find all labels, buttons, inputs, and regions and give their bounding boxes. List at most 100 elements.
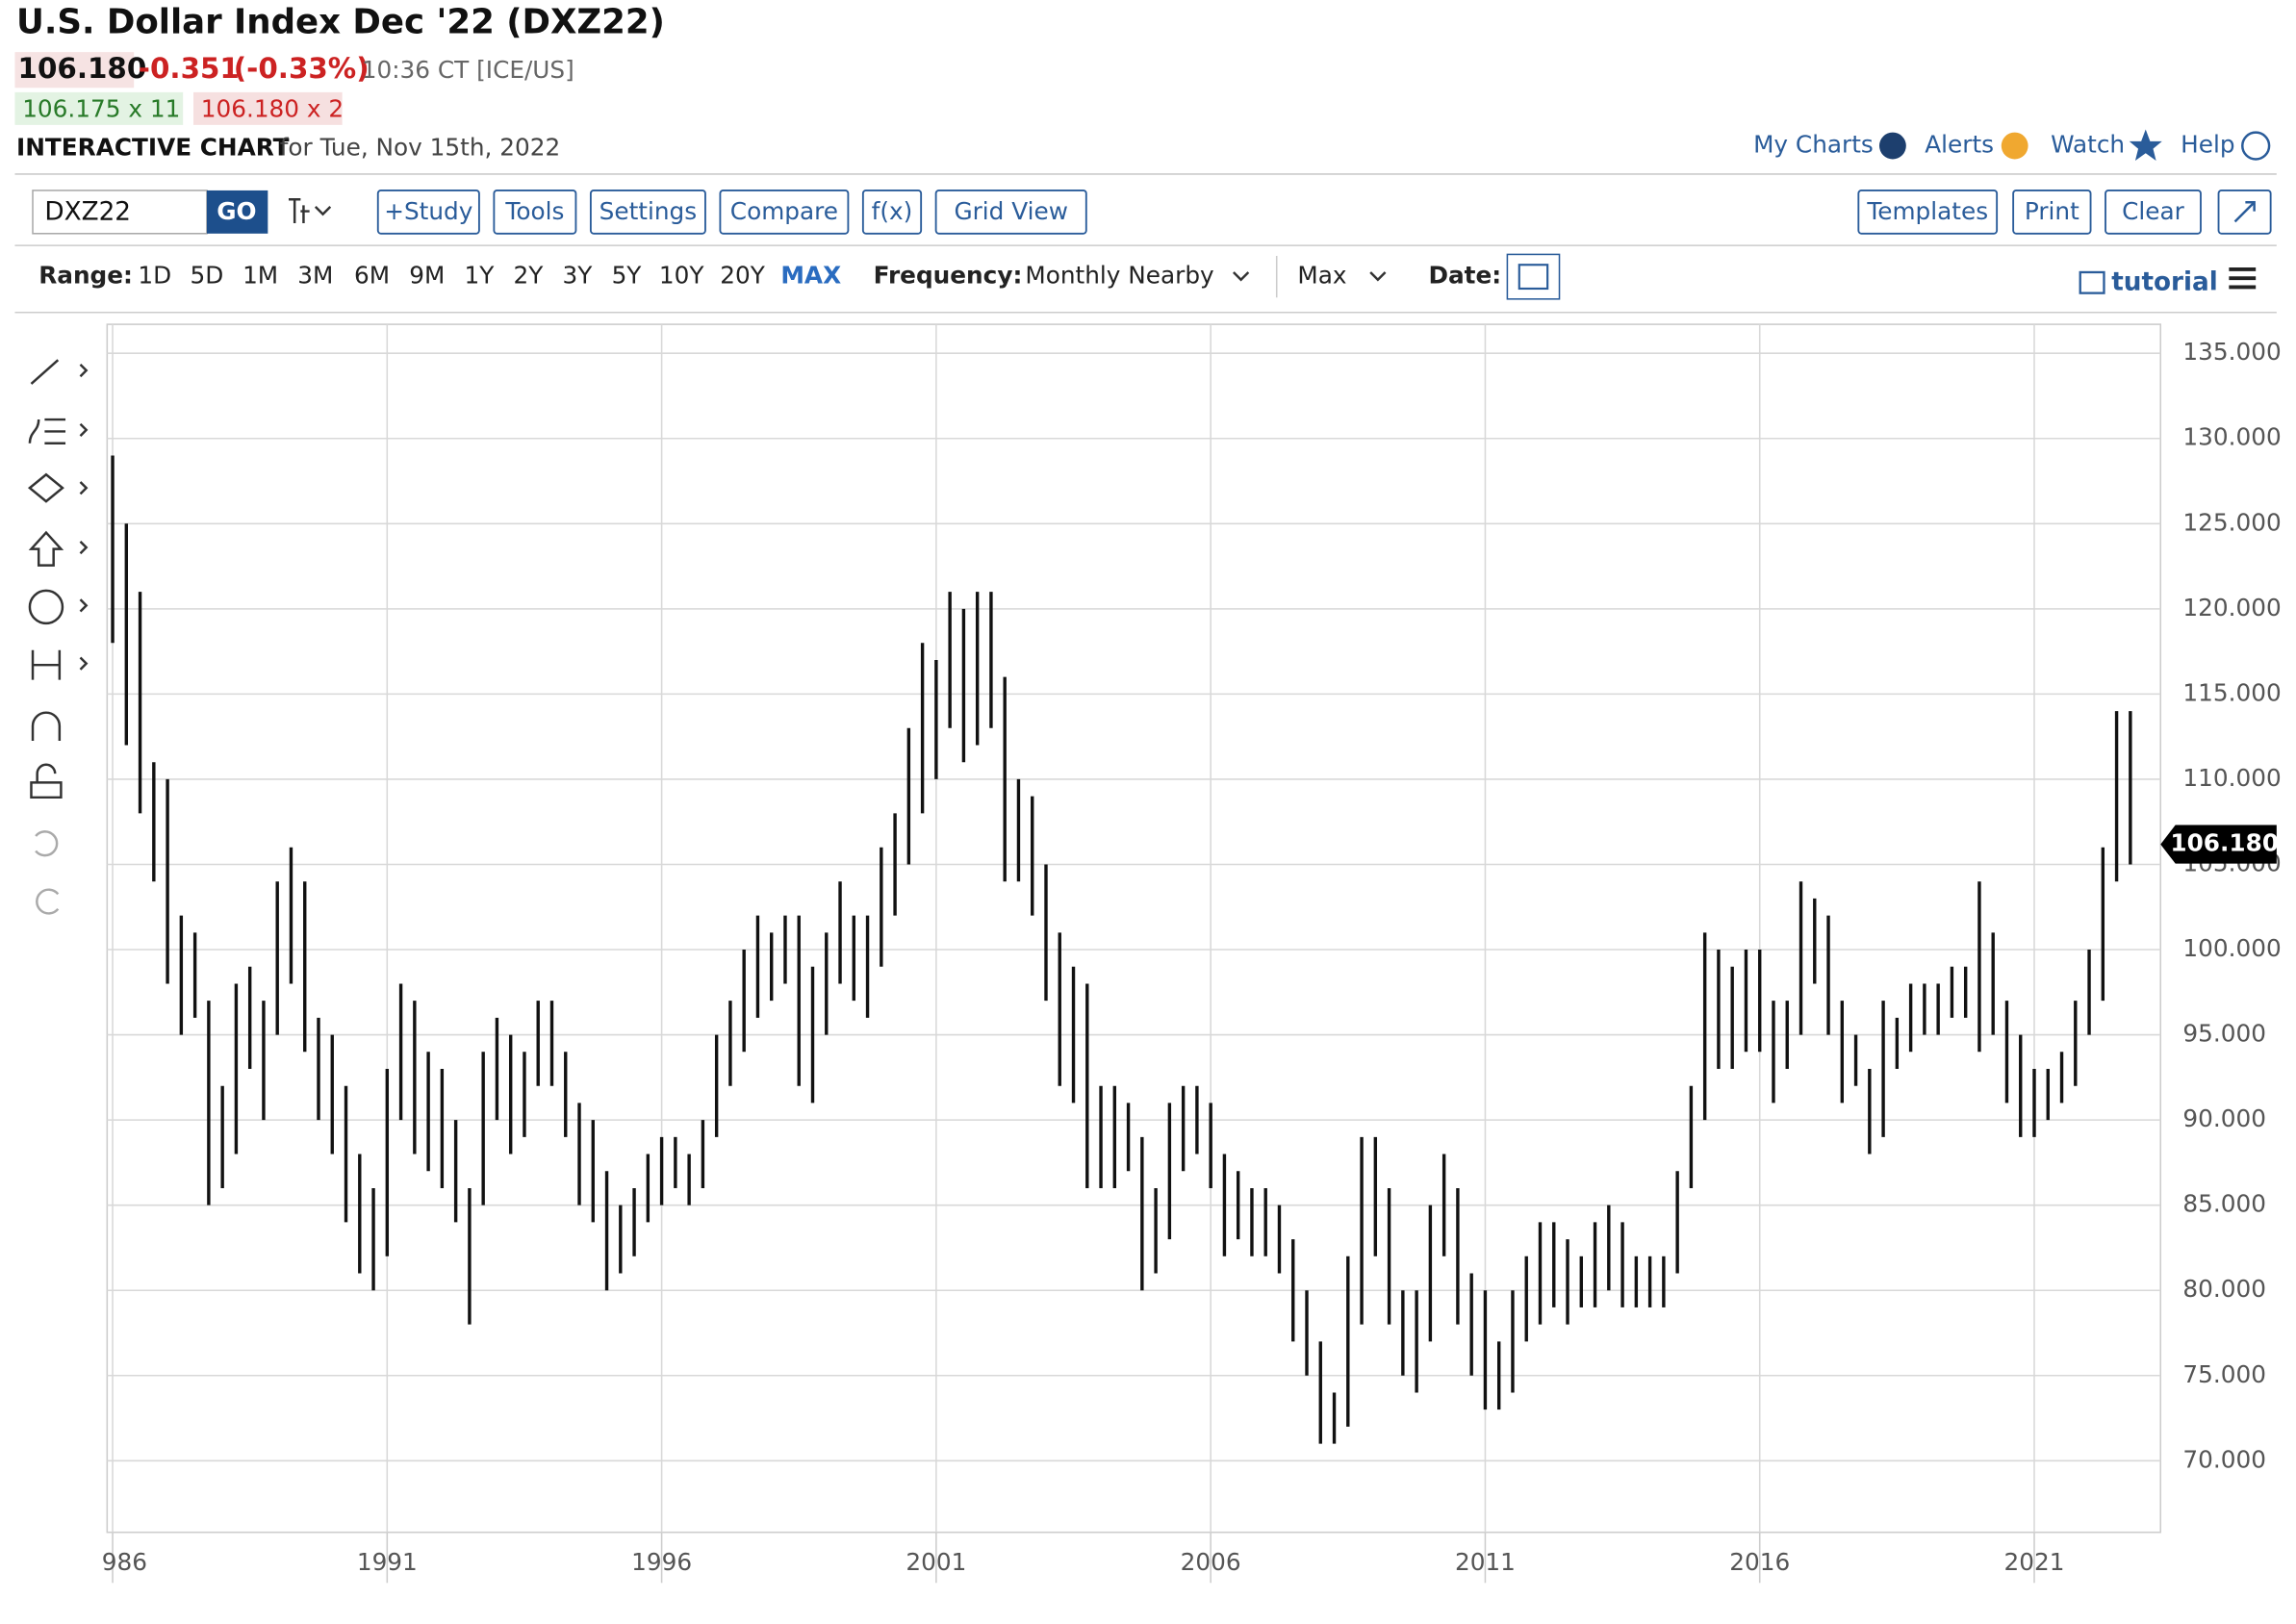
button[interactable]: Compare xyxy=(719,189,850,235)
button[interactable]: +Study xyxy=(376,189,480,235)
arrow-tool[interactable] xyxy=(28,530,64,567)
button-frame xyxy=(719,189,850,235)
bid: 106.175 x 11 xyxy=(22,94,180,122)
magnet-tool[interactable] xyxy=(31,711,62,742)
undo[interactable] xyxy=(35,830,59,857)
help-icon xyxy=(2241,131,2271,161)
y-tick-label: 115.000 xyxy=(2182,678,2281,706)
y-tick-label: 100.000 xyxy=(2182,934,2281,962)
tutorial[interactable]: tutorial xyxy=(2111,267,2218,296)
ranges: 1D 5D 1M 3M 6M 9M 1Y 2Y 3Y 5Y 10Y 20Y MAX xyxy=(138,262,841,290)
x-tick-label: 1996 xyxy=(631,1548,692,1576)
range-option[interactable]: 20Y xyxy=(720,262,765,290)
nav-link[interactable]: Watch xyxy=(2051,131,2125,159)
button-label: Grid View xyxy=(954,197,1067,225)
button-label: Compare xyxy=(730,197,838,225)
shape-tool[interactable] xyxy=(27,472,64,503)
x-tick-label: 2006 xyxy=(1181,1548,1241,1576)
y-tick-label: 70.000 xyxy=(2182,1445,2266,1473)
range-option[interactable]: 3Y xyxy=(563,262,594,290)
range-option[interactable]: 5D xyxy=(191,262,224,290)
button[interactable]: Clear xyxy=(2105,189,2202,235)
time: 10:36 CT [ICE/US] xyxy=(362,56,574,84)
y-tick-label: 90.000 xyxy=(2182,1104,2266,1132)
redo[interactable] xyxy=(36,888,60,915)
price-bg xyxy=(14,52,135,89)
date-button[interactable] xyxy=(1506,253,1561,300)
go-button[interactable] xyxy=(206,190,268,234)
range-option[interactable]: MAX xyxy=(780,262,841,290)
x-tick-label: 2011 xyxy=(1455,1548,1516,1576)
date-label: Date: xyxy=(1428,262,1501,290)
x-tick-label: 2001 xyxy=(906,1548,966,1576)
toolbar-buttons: +Study Tools Settings Compare f(x) Grid View T… xyxy=(376,189,2272,235)
y-tick-label: 120.000 xyxy=(2182,594,2281,622)
x-tick-label: 1991 xyxy=(357,1548,418,1576)
plot: 70.000 75.000 80.000 85.000 90.000 95.000 100.… xyxy=(102,324,2282,1584)
last-price-marker xyxy=(2160,825,2277,864)
menu-icon[interactable] xyxy=(2229,266,2257,290)
button-label: Templates xyxy=(1866,197,1988,225)
calendar-icon xyxy=(1518,264,1549,291)
lock-tool[interactable] xyxy=(30,763,63,799)
button-frame xyxy=(861,189,923,235)
button[interactable]: Print xyxy=(2012,189,2092,235)
button[interactable]: Tools xyxy=(493,189,577,235)
go-label: GO xyxy=(217,197,256,225)
button-frame xyxy=(2105,189,2202,235)
button-label: Print xyxy=(2025,197,2079,225)
chart-type-icon[interactable] xyxy=(288,197,332,223)
change-pct: (-0.33%) xyxy=(234,52,370,85)
symbol: DXZ22 xyxy=(44,198,131,227)
button-frame xyxy=(493,189,577,235)
range-option[interactable]: 10Y xyxy=(659,262,704,290)
expand-icon xyxy=(2233,201,2256,223)
frequency[interactable]: Monthly Nearby xyxy=(1025,262,1213,290)
range-option[interactable]: 6M xyxy=(354,262,390,290)
y-tick-label: 110.000 xyxy=(2182,764,2281,792)
root: U.S. Dollar Index Dec '22 (DXZ22) 106.18… xyxy=(14,3,2282,1584)
nav-link[interactable]: Help xyxy=(2181,131,2234,159)
range-option[interactable]: 9M xyxy=(409,262,445,290)
nav-link[interactable]: My Charts xyxy=(1753,131,1874,159)
range-option[interactable]: 3M xyxy=(297,262,333,290)
measure-tool[interactable] xyxy=(31,649,62,680)
title: U.S. Dollar Index Dec '22 (DXZ22) xyxy=(16,3,665,42)
period[interactable]: Max xyxy=(1297,262,1346,290)
button-frame xyxy=(376,189,480,235)
y-tick-label: 130.000 xyxy=(2182,423,2281,451)
range-option[interactable]: 1Y xyxy=(464,262,495,290)
range-option[interactable]: 5Y xyxy=(612,262,643,290)
x-tick-label: 2021 xyxy=(2004,1548,2065,1576)
frequency-label: Frequency: xyxy=(874,262,1023,290)
line-tool[interactable] xyxy=(30,359,60,385)
button-frame xyxy=(1857,189,1999,235)
alert-icon xyxy=(2001,132,2028,160)
button-label: Clear xyxy=(2122,197,2185,225)
range-option[interactable]: 1D xyxy=(138,262,171,290)
button-label: Settings xyxy=(600,197,697,225)
plus-icon xyxy=(1878,132,1906,160)
x-tick-label: 986 xyxy=(102,1548,147,1576)
last-price-label: 106.180 xyxy=(2170,829,2279,857)
chart-label: INTERACTIVE CHART xyxy=(16,134,290,162)
button[interactable]: Templates xyxy=(1857,189,1999,235)
button[interactable] xyxy=(2217,189,2272,235)
nav-link[interactable]: Alerts xyxy=(1925,131,1994,159)
button-frame xyxy=(934,189,1087,235)
film-icon xyxy=(2079,270,2105,294)
fib-tool[interactable] xyxy=(28,418,66,445)
star-icon xyxy=(2129,129,2162,162)
y-tick-label: 75.000 xyxy=(2182,1360,2266,1388)
range-option[interactable]: 1M xyxy=(242,262,278,290)
range-option[interactable]: 2Y xyxy=(514,262,545,290)
button[interactable]: Settings xyxy=(589,189,706,235)
tool-chevrons xyxy=(79,363,89,671)
y-tick-label: 125.000 xyxy=(2182,508,2281,536)
bid-bg xyxy=(14,91,184,125)
button-label: f(x) xyxy=(872,197,913,225)
button[interactable]: f(x) xyxy=(861,189,923,235)
text-tool[interactable] xyxy=(28,589,64,625)
button[interactable]: Grid View xyxy=(934,189,1087,235)
